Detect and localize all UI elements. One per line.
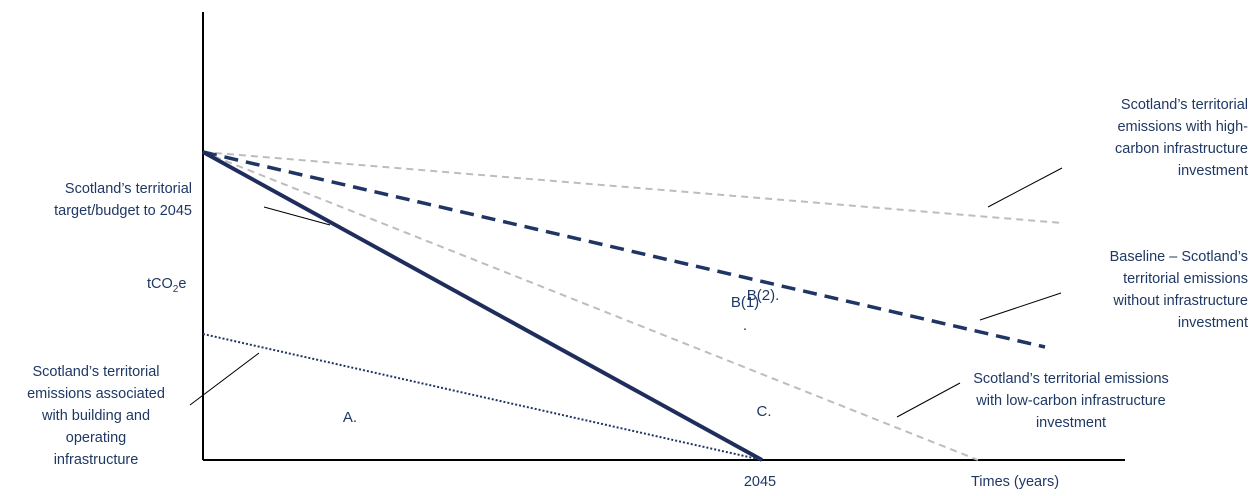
y-axis-label: tCO2e xyxy=(147,276,186,295)
svg-text:emissions associated: emissions associated xyxy=(27,386,165,402)
building-leader xyxy=(189,352,260,406)
target-leader xyxy=(263,206,331,226)
zone-a-label: A. xyxy=(343,409,357,426)
svg-text:territorial emissions: territorial emissions xyxy=(1123,271,1248,287)
target-line xyxy=(202,150,763,462)
low-carbon-label: Scotland’s territorial emissions with lo… xyxy=(973,371,1169,431)
target-label: Scotland’s territorial target/budget to … xyxy=(54,181,192,219)
svg-text:Scotland’s territorial: Scotland’s territorial xyxy=(1121,97,1248,113)
high-carbon-line xyxy=(202,151,1063,224)
svg-text:emissions with high-: emissions with high- xyxy=(1117,119,1248,135)
svg-text:target/budget to 2045: target/budget to 2045 xyxy=(54,203,192,219)
svg-text:Scotland’s territorial emissio: Scotland’s territorial emissions xyxy=(973,371,1169,387)
zone-b2-label: B(2). xyxy=(747,287,780,304)
svg-text:without infrastructure: without infrastructure xyxy=(1112,293,1248,309)
svg-text:operating: operating xyxy=(66,430,126,446)
svg-text:Scotland’s territorial: Scotland’s territorial xyxy=(65,181,192,197)
high-carbon-leader xyxy=(987,167,1063,208)
svg-text:Baseline – Scotland’s: Baseline – Scotland’s xyxy=(1110,249,1248,265)
svg-text:Scotland’s territorial: Scotland’s territorial xyxy=(32,364,159,380)
zone-b1-dot: . xyxy=(743,317,747,334)
building-label: Scotland’s territorial emissions associa… xyxy=(27,364,165,468)
x-tick-2045: 2045 xyxy=(744,474,776,490)
svg-text:investment: investment xyxy=(1036,415,1106,431)
svg-text:with building and: with building and xyxy=(41,408,150,424)
svg-text:with low-carbon infrastructure: with low-carbon infrastructure xyxy=(975,393,1165,409)
x-axis-label: Times (years) xyxy=(971,474,1059,490)
high-carbon-label: Scotland’s territorial emissions with hi… xyxy=(1115,97,1248,179)
svg-text:investment: investment xyxy=(1178,315,1248,331)
svg-text:investment: investment xyxy=(1178,163,1248,179)
baseline-line xyxy=(202,150,1046,349)
zone-c-label: C. xyxy=(757,403,772,420)
building-emissions-line xyxy=(202,333,763,461)
svg-text:carbon infrastructure: carbon infrastructure xyxy=(1115,141,1248,157)
baseline-label: Baseline – Scotland’s territorial emissi… xyxy=(1110,249,1248,331)
svg-text:infrastructure: infrastructure xyxy=(54,452,139,468)
baseline-leader xyxy=(979,292,1062,321)
low-carbon-leader xyxy=(896,382,961,418)
low-carbon-line xyxy=(202,151,979,461)
zone-b1-label: B(1) xyxy=(731,294,759,311)
